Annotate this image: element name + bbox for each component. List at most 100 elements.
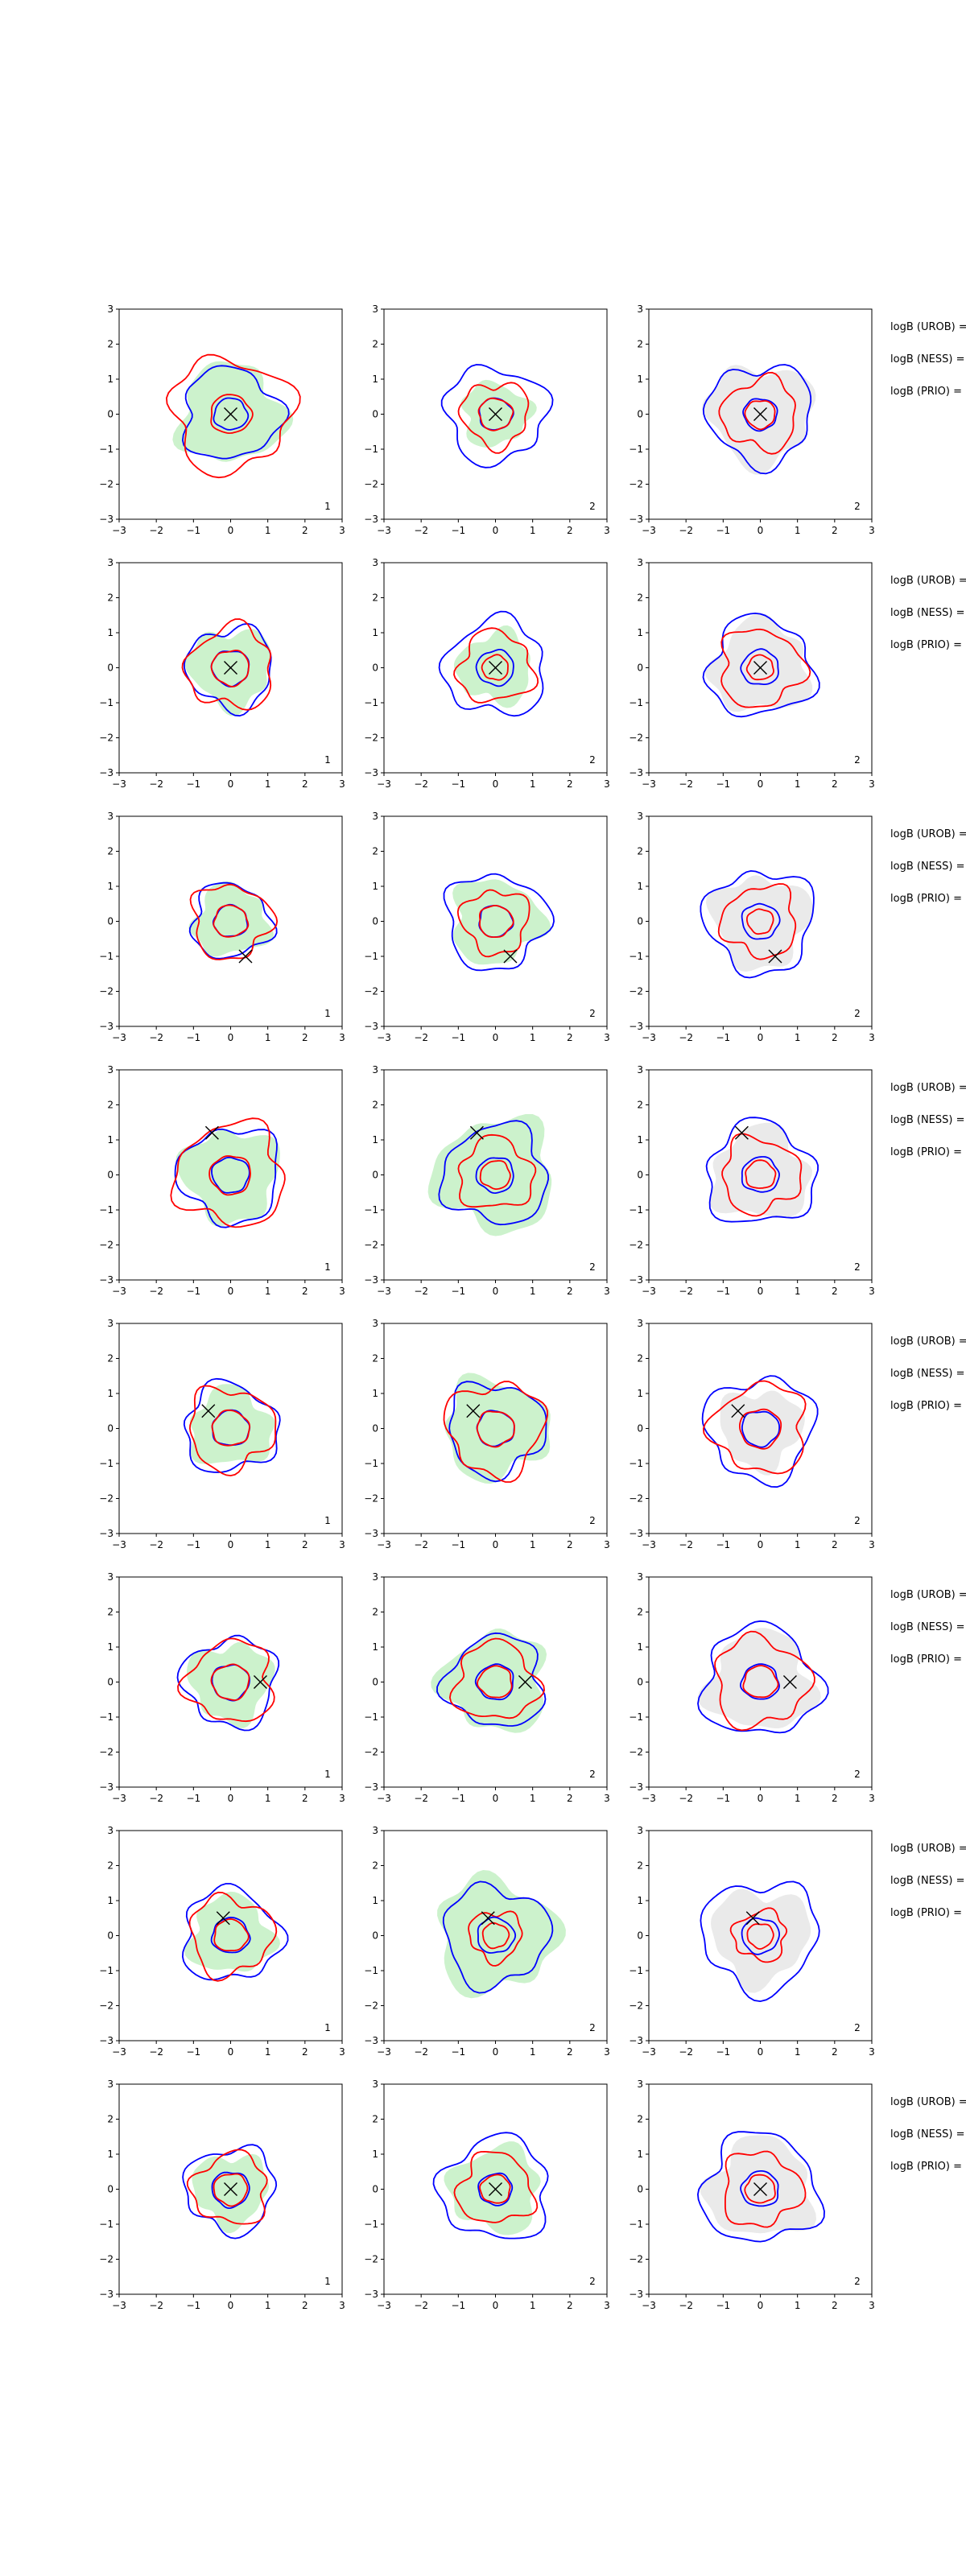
y-tick-label: 2 (107, 1100, 114, 1111)
x-tick-label: 0 (493, 778, 499, 790)
red-contour-inner (210, 649, 250, 687)
y-tick-label: −3 (364, 2289, 378, 2300)
y-tick-label: −2 (99, 479, 114, 490)
blue-contour-outer (174, 1128, 278, 1228)
x-tick-label: −3 (112, 778, 126, 790)
y-tick-label: 0 (107, 1677, 114, 1688)
panel-plot-area (181, 618, 272, 717)
red-contour-outer (729, 1907, 788, 1963)
red-contour-inner (744, 400, 776, 431)
x-tick-label: −3 (642, 1286, 656, 1297)
red-contour-outer (453, 627, 539, 704)
panel-r6-c1: −3 −2 −1 0 1 2 3 −3 −2 −1 0 1 2 3 1 (99, 1571, 345, 1804)
x-tick-label: 0 (228, 1286, 234, 1297)
x-tick-label: −1 (716, 1539, 730, 1550)
x-tick-label: 2 (302, 778, 308, 790)
true-value-marker (204, 1125, 219, 1140)
y-tick-label: 1 (372, 2149, 378, 2160)
panel-index-label: 2 (589, 2022, 596, 2033)
row-logB-label: logB (NESS) = (890, 353, 964, 365)
y-tick-label: 0 (107, 663, 114, 674)
blue-contour-outer (436, 1632, 547, 1727)
x-tick-label: 3 (869, 1286, 875, 1297)
panel-index-label: 2 (854, 2276, 861, 2287)
y-tick-label: −1 (99, 2219, 114, 2230)
y-tick-label: −2 (629, 733, 643, 744)
y-tick-label: 1 (107, 1134, 114, 1146)
red-contour-inner (739, 1408, 782, 1450)
y-tick-label: 1 (372, 627, 378, 638)
x-tick-label: 1 (265, 2046, 271, 2058)
true-value-marker (731, 1404, 745, 1418)
x-tick-label: −3 (377, 525, 391, 536)
panel-plot-area (700, 1880, 820, 2003)
blue-contour-inner (741, 1410, 780, 1448)
x-tick-label: −3 (642, 1793, 656, 1804)
panel-plot-area (165, 353, 301, 479)
panel-r8-c3: −3 −2 −1 0 1 2 3 −3 −2 −1 0 1 2 3 2 (629, 2079, 875, 2311)
x-tick-label: −2 (149, 2046, 163, 2058)
panel-index-label: 2 (589, 1008, 596, 1019)
red-contour-inner (213, 2173, 249, 2207)
x-tick-label: 1 (530, 525, 536, 536)
y-tick-label: −1 (99, 951, 114, 962)
x-tick-label: −1 (186, 1793, 200, 1804)
red-contour-outer (724, 2150, 807, 2228)
panel-index-label: 2 (589, 1261, 596, 1273)
panel-index-label: 2 (854, 1769, 861, 1780)
y-tick-label: −1 (629, 444, 643, 455)
true-value-marker (753, 2182, 767, 2196)
y-tick-label: −3 (629, 514, 643, 525)
y-tick-label: 0 (637, 1170, 643, 1181)
y-tick-label: 3 (637, 2079, 643, 2090)
y-tick-label: 3 (107, 811, 114, 822)
x-tick-label: 1 (795, 525, 801, 536)
y-tick-label: 2 (637, 846, 643, 857)
y-tick-label: 2 (637, 1607, 643, 1618)
panel-index-label: 1 (324, 1515, 331, 1526)
y-tick-label: −1 (629, 951, 643, 962)
x-tick-label: 1 (530, 1032, 536, 1043)
y-tick-label: 1 (372, 1134, 378, 1146)
blue-contour-outer (182, 2144, 278, 2240)
x-tick-label: 2 (832, 1793, 838, 1804)
y-tick-label: −3 (629, 2289, 643, 2300)
x-tick-label: 2 (302, 1793, 308, 1804)
true-value-marker (518, 1675, 532, 1689)
x-tick-label: −2 (414, 778, 428, 790)
red-contour-outer (170, 1117, 286, 1228)
x-tick-label: −3 (642, 778, 656, 790)
true-value-marker (216, 1911, 230, 1926)
panel-plot-area (705, 1117, 819, 1223)
density-fill (697, 1628, 821, 1729)
x-tick-label: −1 (186, 2046, 200, 2058)
y-tick-label: −1 (99, 697, 114, 708)
x-tick-label: −1 (451, 1286, 465, 1297)
y-tick-label: −1 (629, 1965, 643, 1976)
x-tick-label: 2 (832, 2046, 838, 2058)
x-tick-label: 2 (832, 1286, 838, 1297)
x-tick-label: 0 (758, 778, 764, 790)
panel-plot-area (696, 2131, 825, 2243)
y-tick-label: −3 (99, 1021, 114, 1032)
x-tick-label: 3 (339, 2300, 345, 2311)
y-tick-label: 2 (107, 592, 114, 604)
panel-index-label: 1 (324, 1261, 331, 1273)
density-fill (184, 629, 271, 716)
panel-r1-c1: −3 −2 −1 0 1 2 3 −3 −2 −1 0 1 2 3 1 (99, 303, 345, 536)
x-tick-label: 1 (265, 1032, 271, 1043)
red-contour-inner (208, 1155, 251, 1196)
panel-plot-area (701, 1375, 819, 1488)
panel-index-label: 1 (324, 501, 331, 512)
y-tick-label: 0 (107, 1170, 114, 1181)
y-tick-label: 3 (637, 303, 643, 315)
red-contour-outer (188, 1891, 278, 1982)
x-tick-label: −1 (451, 1793, 465, 1804)
y-tick-label: 0 (372, 409, 378, 420)
x-tick-label: −2 (679, 778, 693, 790)
y-tick-label: 2 (372, 1100, 378, 1111)
y-tick-label: −2 (364, 1240, 378, 1251)
y-tick-label: 3 (637, 557, 643, 568)
